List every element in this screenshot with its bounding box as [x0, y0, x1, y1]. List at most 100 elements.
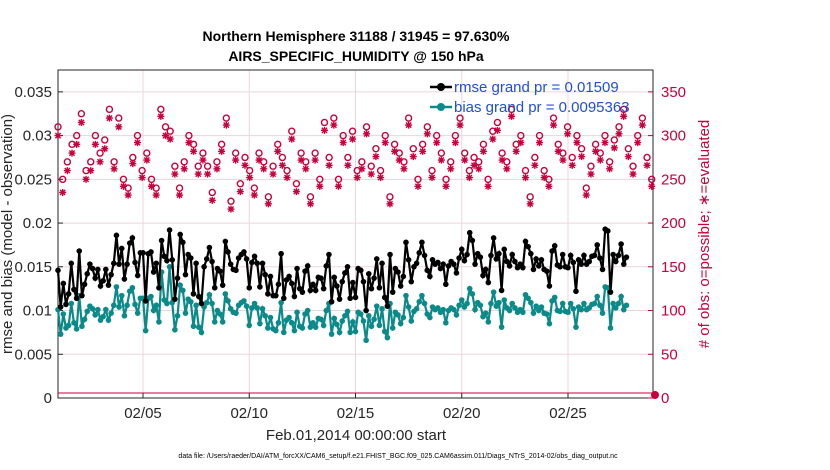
possible-point-49: [283, 166, 291, 175]
rmse-point-124: [384, 303, 391, 309]
rmse-point-185: [546, 283, 553, 289]
bias-point-130: [400, 314, 407, 321]
possible-point-13: [115, 114, 123, 122]
bias-point-205: [599, 310, 606, 316]
rmse-point-106: [336, 296, 343, 302]
evaluated-point-27: [180, 165, 188, 173]
possible-point-125: [638, 114, 647, 122]
evaluated-point-104: [540, 174, 548, 182]
bias-point-50: [188, 298, 194, 305]
possible-point-84: [447, 158, 455, 166]
rmse-point-177: [525, 243, 531, 250]
possible-point-86: [456, 114, 464, 122]
rmse-point-144: [437, 265, 444, 272]
rmse-point-25: [121, 276, 128, 282]
bias-point-137: [419, 292, 425, 299]
bias-point-164: [490, 289, 497, 295]
bias-point-129: [397, 320, 404, 327]
bias-point-150: [453, 312, 460, 318]
bias-point-107: [339, 318, 346, 324]
evaluated-point-58: [325, 161, 333, 169]
bias-point-99: [318, 316, 324, 323]
bias-point-197: [578, 306, 585, 313]
rmse-point-105: [334, 283, 340, 289]
bias-point-111: [350, 319, 356, 325]
evaluated-point-21: [152, 191, 160, 199]
x-axis-label: Feb.01,2014 00:00:00 start: [266, 427, 447, 444]
bias-point-123: [381, 328, 388, 335]
possible-point-93: [489, 127, 497, 135]
bias-point-136: [416, 298, 423, 305]
rmse-point-67: [233, 267, 239, 274]
rmse-point-96: [310, 281, 316, 288]
evaluated-point-118: [606, 165, 614, 173]
bias-point-118: [368, 323, 375, 330]
rmse-point-139: [424, 267, 431, 274]
possible-point-12: [110, 158, 118, 166]
rmse-point-135: [413, 260, 420, 267]
rmse-series: [55, 226, 630, 314]
bias-point-25: [121, 312, 128, 319]
possible-point-72: [390, 140, 399, 149]
possible-point-11: [105, 105, 114, 114]
rmse-point-204: [597, 255, 603, 261]
bias-point-97: [312, 324, 319, 330]
possible-point-17: [133, 131, 142, 140]
bias-series: [55, 264, 630, 344]
bias-point-6: [71, 319, 77, 326]
evaluated-point-101: [526, 200, 534, 208]
rmse-point-145: [440, 261, 446, 267]
possible-point-112: [577, 145, 586, 153]
rmse-point-28: [129, 235, 136, 241]
bias-point-162: [485, 319, 492, 325]
bias-point-47: [180, 287, 186, 294]
evaluated-point-92: [484, 182, 492, 190]
bias-point-14: [92, 312, 98, 318]
rmse-point-181: [535, 263, 542, 269]
rmse-point-101: [323, 263, 330, 269]
rmse-point-26: [124, 261, 130, 267]
rmse-point-159: [477, 254, 484, 260]
possible-point-25: [171, 162, 179, 170]
bias-point-18: [103, 306, 109, 313]
chart-title: Northern Hemisphere 31188 / 31945 = 97.6…: [202, 28, 510, 44]
y-left-tick-label-3: 0.015: [14, 259, 52, 276]
evaluated-point-9: [96, 158, 104, 166]
bias-point-53: [195, 324, 202, 330]
rmse-point-33: [142, 298, 149, 304]
possible-point-94: [493, 118, 502, 127]
evaluated-point-91: [479, 147, 487, 155]
bias-point-159: [477, 302, 484, 309]
rmse-point-182: [538, 257, 545, 263]
possible-point-18: [138, 166, 146, 175]
evaluated-point-62: [344, 161, 352, 169]
bias-point-17: [100, 313, 106, 320]
evaluated-point-3: [68, 149, 76, 157]
evaluated-point-18: [138, 174, 146, 182]
rmse-point-153: [461, 257, 468, 264]
possible-point-111: [573, 131, 581, 140]
possible-point-38: [231, 149, 240, 157]
rmse-point-125: [387, 251, 393, 258]
possible-point-23: [161, 123, 170, 131]
possible-point-4: [72, 131, 81, 140]
evaluated-point-71: [386, 200, 394, 208]
possible-point-92: [484, 175, 492, 184]
evaluated-point-8: [91, 140, 99, 148]
rmse-point-87: [286, 273, 292, 280]
rmse-point-155: [466, 229, 473, 236]
bias-point-1: [57, 331, 64, 337]
evaluated-point-14: [119, 182, 127, 190]
evaluated-point-44: [260, 165, 268, 173]
evaluated-point-82: [437, 156, 445, 164]
evaluated-point-66: [363, 130, 371, 138]
possible-point-36: [222, 114, 231, 122]
possible-point-10: [101, 136, 109, 144]
possible-point-2: [63, 158, 72, 166]
rmse-point-100: [320, 285, 327, 292]
rmse-point-41: [164, 257, 170, 264]
bias-point-38: [156, 319, 162, 325]
bias-point-70: [241, 298, 247, 304]
possible-point-9: [96, 149, 104, 157]
bias-point-72: [246, 322, 253, 329]
